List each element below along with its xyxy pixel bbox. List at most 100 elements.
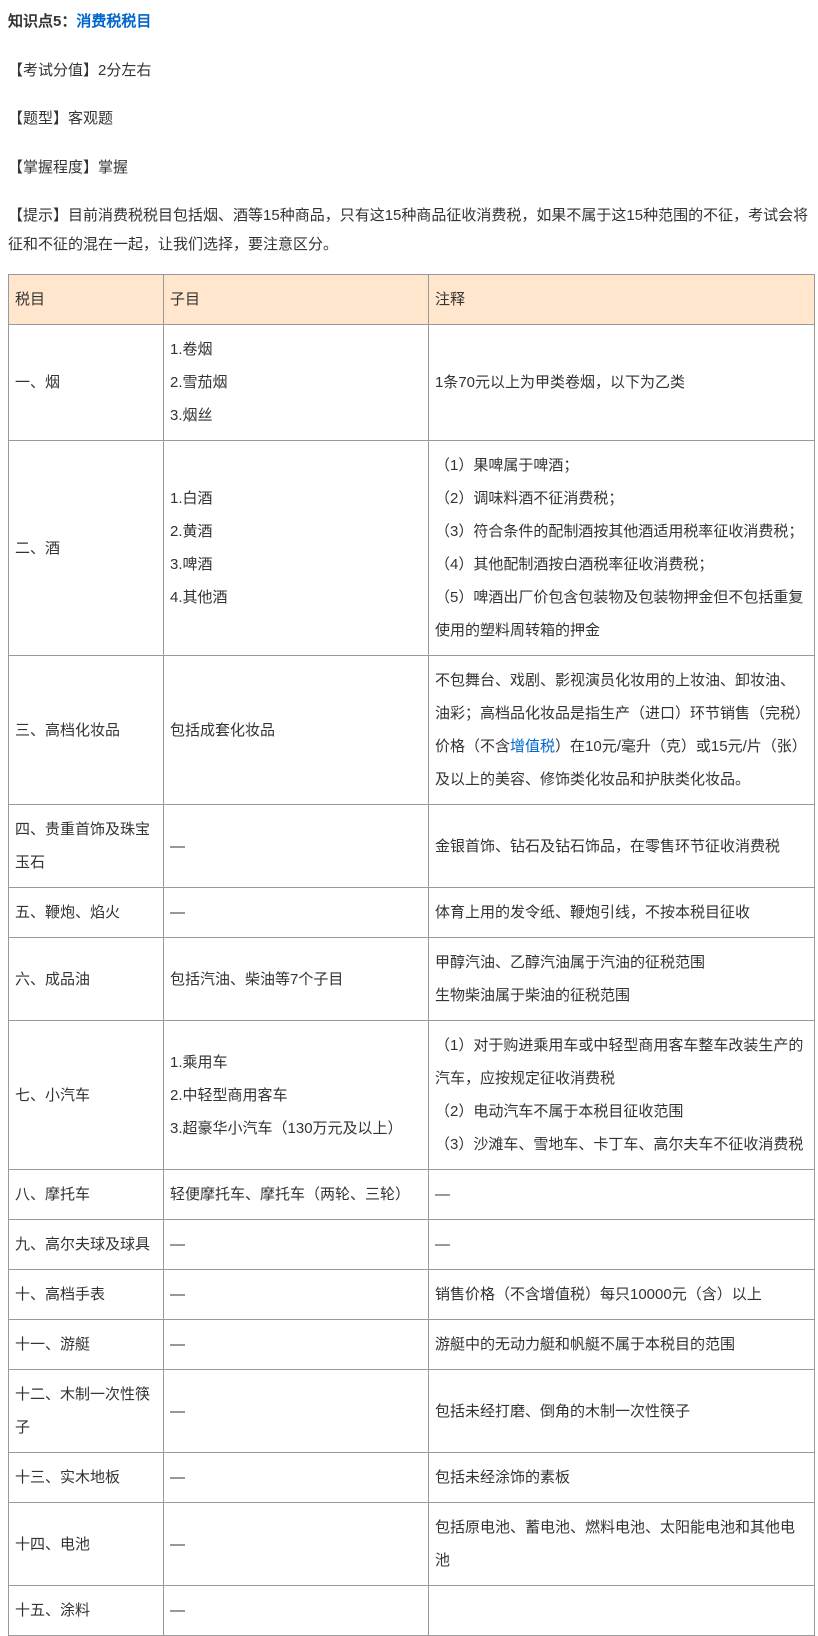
score-value: 2分左右 (98, 62, 151, 79)
notes-cell: 甲醇汽油、乙醇汽油属于汽油的征税范围生物柴油属于柴油的征税范围 (429, 938, 815, 1021)
table-row: 七、小汽车1.乘用车2.中轻型商用客车3.超豪华小汽车（130万元及以上）（1）… (9, 1021, 815, 1170)
notes-cell: 包括未经打磨、倒角的木制一次性筷子 (429, 1370, 815, 1453)
table-row: 十、高档手表— 销售价格（不含增值税）每只10000元（含）以上 (9, 1270, 815, 1320)
table-row: 十三、实木地板—包括未经涂饰的素板 (9, 1453, 815, 1503)
mastery-value: 掌握 (98, 159, 128, 176)
header-tax-item: 税目 (9, 275, 164, 325)
notes-line: — (435, 1228, 808, 1261)
tax-item-cell: 五、鞭炮、焰火 (9, 888, 164, 938)
table-row: 十一、游艇—游艇中的无动力艇和帆艇不属于本税目的范围 (9, 1320, 815, 1370)
notes-line: — (435, 1178, 808, 1211)
notes-cell: 销售价格（不含增值税）每只10000元（含）以上 (429, 1270, 815, 1320)
sub-item-cell: — (164, 888, 429, 938)
sub-item-cell: — (164, 1503, 429, 1586)
vat-link[interactable]: 增值税 (510, 738, 555, 755)
tax-item-cell: 八、摩托车 (9, 1170, 164, 1220)
tax-item-cell: 十、高档手表 (9, 1270, 164, 1320)
notes-line: 包括未经涂饰的素板 (435, 1461, 808, 1494)
sub-item-line: 2.中轻型商用客车 (170, 1079, 422, 1112)
mastery-label: 【掌握程度】 (8, 159, 98, 176)
notes-line: 游艇中的无动力艇和帆艇不属于本税目的范围 (435, 1328, 808, 1361)
notes-cell: 金银首饰、钻石及钻石饰品，在零售环节征收消费税 (429, 805, 815, 888)
sub-item-line: 3.超豪华小汽车（130万元及以上） (170, 1112, 422, 1145)
header-sub-item: 子目 (164, 275, 429, 325)
sub-item-line: 4.其他酒 (170, 581, 422, 614)
notes-line: 1条70元以上为甲类卷烟，以下为乙类 (435, 366, 808, 399)
notes-line: （5）啤酒出厂价包含包装物及包装物押金但不包括重复使用的塑料周转箱的押金 (435, 581, 808, 647)
notes-line: （4）其他配制酒按白酒税率征收消费税； (435, 548, 808, 581)
tax-item-cell: 十三、实木地板 (9, 1453, 164, 1503)
notes-line: （3）符合条件的配制酒按其他酒适用税率征收消费税； (435, 515, 808, 548)
sub-item-cell: 1.乘用车2.中轻型商用客车3.超豪华小汽车（130万元及以上） (164, 1021, 429, 1170)
notes-line: （1）果啤属于啤酒； (435, 449, 808, 482)
sub-item-line: 3.烟丝 (170, 399, 422, 432)
table-row: 五、鞭炮、焰火—体育上用的发令纸、鞭炮引线，不按本税目征收 (9, 888, 815, 938)
sub-item-line: 2.黄酒 (170, 515, 422, 548)
table-row: 二、酒1.白酒2.黄酒3.啤酒4.其他酒（1）果啤属于啤酒；（2）调味料酒不征消… (9, 441, 815, 656)
question-type-line: 【题型】客观题 (8, 105, 818, 134)
sub-item-cell: — (164, 1220, 429, 1270)
notes-cell: 体育上用的发令纸、鞭炮引线，不按本税目征收 (429, 888, 815, 938)
notes-line: （2）调味料酒不征消费税； (435, 482, 808, 515)
notes-cell (429, 1586, 815, 1636)
type-label: 【题型】 (8, 110, 68, 127)
tax-item-cell: 九、高尔夫球及球具 (9, 1220, 164, 1270)
notes-line: 包括未经打磨、倒角的木制一次性筷子 (435, 1395, 808, 1428)
title-link[interactable]: 消费税税目 (76, 13, 151, 30)
notes-line: 体育上用的发令纸、鞭炮引线，不按本税目征收 (435, 896, 808, 929)
sub-item-cell: — (164, 805, 429, 888)
table-row: 四、贵重首饰及珠宝玉石—金银首饰、钻石及钻石饰品，在零售环节征收消费税 (9, 805, 815, 888)
notes-cell: 游艇中的无动力艇和帆艇不属于本税目的范围 (429, 1320, 815, 1370)
sub-item-line: — (170, 1528, 422, 1561)
score-label: 【考试分值】 (8, 62, 98, 79)
sub-item-line: — (170, 1594, 422, 1627)
tax-item-cell: 四、贵重首饰及珠宝玉石 (9, 805, 164, 888)
notes-cell: （1）对于购进乘用车或中轻型商用客车整车改装生产的汽车，应按规定征收消费税（2）… (429, 1021, 815, 1170)
sub-item-line: 1.乘用车 (170, 1046, 422, 1079)
sub-item-line: 轻便摩托车、摩托车（两轮、三轮） (170, 1178, 422, 1211)
notes-line: 包括原电池、蓄电池、燃料电池、太阳能电池和其他电池 (435, 1511, 808, 1577)
table-row: 九、高尔夫球及球具—— (9, 1220, 815, 1270)
sub-item-cell: — (164, 1453, 429, 1503)
sub-item-line: 包括成套化妆品 (170, 714, 422, 747)
tip-label: 【提示】 (8, 207, 68, 224)
sub-item-cell: — (164, 1270, 429, 1320)
sub-item-cell: 轻便摩托车、摩托车（两轮、三轮） (164, 1170, 429, 1220)
table-row: 十五、涂料— (9, 1586, 815, 1636)
notes-cell: 包括原电池、蓄电池、燃料电池、太阳能电池和其他电池 (429, 1503, 815, 1586)
mastery-line: 【掌握程度】掌握 (8, 154, 818, 183)
table-row: 一、烟1.卷烟2.雪茄烟3.烟丝1条70元以上为甲类卷烟，以下为乙类 (9, 325, 815, 441)
notes-line: （1）对于购进乘用车或中轻型商用客车整车改装生产的汽车，应按规定征收消费税 (435, 1029, 808, 1095)
sub-item-line: 1.卷烟 (170, 333, 422, 366)
exam-score-line: 【考试分值】2分左右 (8, 57, 818, 86)
tax-item-cell: 十四、电池 (9, 1503, 164, 1586)
sub-item-line: 3.啤酒 (170, 548, 422, 581)
notes-line: 销售价格（不含增值税）每只10000元（含）以上 (435, 1278, 808, 1311)
knowledge-point-title: 知识点5：消费税税目 (8, 8, 818, 37)
notes-line: 甲醇汽油、乙醇汽油属于汽油的征税范围 (435, 946, 808, 979)
table-row: 十四、电池— 包括原电池、蓄电池、燃料电池、太阳能电池和其他电池 (9, 1503, 815, 1586)
sub-item-cell: 1.白酒2.黄酒3.啤酒4.其他酒 (164, 441, 429, 656)
sub-item-line: — (170, 1395, 422, 1428)
tax-item-cell: 一、烟 (9, 325, 164, 441)
type-value: 客观题 (68, 110, 113, 127)
sub-item-cell: 包括汽油、柴油等7个子目 (164, 938, 429, 1021)
sub-item-cell: 包括成套化妆品 (164, 656, 429, 805)
notes-line: 金银首饰、钻石及钻石饰品，在零售环节征收消费税 (435, 830, 808, 863)
tax-item-cell: 七、小汽车 (9, 1021, 164, 1170)
table-row: 三、高档化妆品包括成套化妆品不包舞台、戏剧、影视演员化妆用的上妆油、卸妆油、油彩… (9, 656, 815, 805)
notes-cell: — (429, 1220, 815, 1270)
tax-item-cell: 六、成品油 (9, 938, 164, 1021)
tax-item-cell: 二、酒 (9, 441, 164, 656)
sub-item-line: 包括汽油、柴油等7个子目 (170, 963, 422, 996)
tip-value: 目前消费税税目包括烟、酒等15种商品，只有这15种商品征收消费税，如果不属于这1… (8, 207, 808, 253)
sub-item-cell: — (164, 1320, 429, 1370)
header-notes: 注释 (429, 275, 815, 325)
table-row: 八、摩托车轻便摩托车、摩托车（两轮、三轮） — (9, 1170, 815, 1220)
sub-item-line: — (170, 1278, 422, 1311)
notes-line: （2）电动汽车不属于本税目征收范围 (435, 1095, 808, 1128)
sub-item-line: — (170, 1328, 422, 1361)
sub-item-cell: 1.卷烟2.雪茄烟3.烟丝 (164, 325, 429, 441)
table-header-row: 税目 子目 注释 (9, 275, 815, 325)
sub-item-cell: — (164, 1370, 429, 1453)
